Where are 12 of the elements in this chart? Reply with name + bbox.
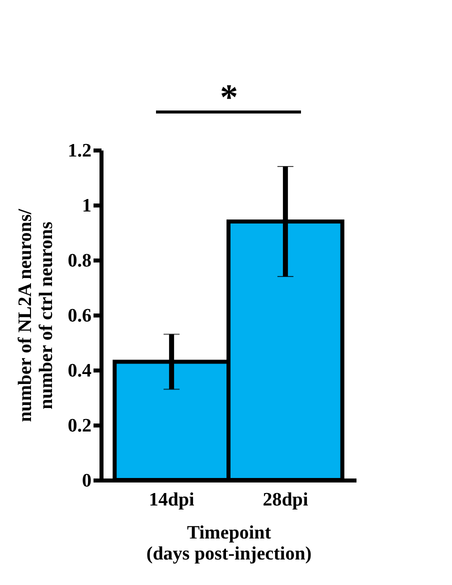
x-axis-title: Timepoint (days post-injection) [146,522,312,564]
y-tick-label: 0.4 [68,360,92,382]
y-tick-label: 0.6 [68,306,92,326]
x-tick-label: 28dpi [262,490,308,510]
y-tick-label: 0.2 [68,416,92,436]
x-tick-label: 14dpi [148,490,194,510]
y-tick-label: 0 [82,470,92,492]
y-tick-label: 1.2 [68,140,92,162]
y-tick-label: 0.8 [68,250,92,272]
text: * [220,77,238,117]
y-tick-label: 1 [82,196,92,216]
y-axis-title: number of NL2A neurons/ number of ctrl neurons [14,208,57,422]
